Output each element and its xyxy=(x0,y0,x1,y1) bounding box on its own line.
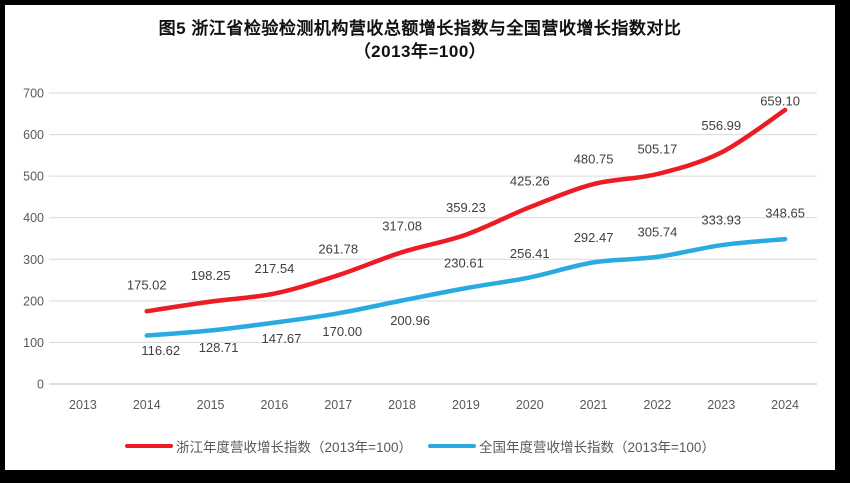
data-label: 348.65 xyxy=(765,206,805,221)
data-label: 505.17 xyxy=(638,141,678,156)
data-label: 659.10 xyxy=(760,94,800,109)
data-label: 292.47 xyxy=(574,230,614,245)
data-label: 116.62 xyxy=(141,343,180,358)
x-tick-label: 2023 xyxy=(707,398,735,412)
data-label: 305.74 xyxy=(638,224,678,239)
x-tick-label: 2014 xyxy=(133,398,161,412)
x-tick-label: 2024 xyxy=(771,398,799,412)
y-tick-label: 700 xyxy=(23,87,44,101)
data-label: 198.25 xyxy=(191,268,231,283)
data-label: 128.71 xyxy=(199,340,239,355)
data-label: 425.26 xyxy=(510,174,550,189)
data-label: 217.54 xyxy=(255,261,295,276)
x-tick-label: 2018 xyxy=(388,398,416,412)
data-label: 147.67 xyxy=(262,331,302,346)
chart-title: 图5 浙江省检验检测机构营收总额增长指数与全国营收增长指数对比 （2013年=1… xyxy=(5,17,835,63)
chart-panel: 图5 浙江省检验检测机构营收总额增长指数与全国营收增长指数对比 （2013年=1… xyxy=(5,5,835,470)
x-tick-label: 2017 xyxy=(324,398,352,412)
y-tick-label: 500 xyxy=(23,170,44,184)
y-tick-label: 600 xyxy=(23,128,44,142)
chart-title-line2: （2013年=100） xyxy=(353,42,487,61)
x-tick-label: 2022 xyxy=(644,398,672,412)
legend-item-zhejiang: 浙江年度营收增长指数（2013年=100） xyxy=(125,436,412,456)
y-tick-label: 200 xyxy=(23,294,44,308)
data-label: 359.23 xyxy=(446,200,486,215)
series-line-1 xyxy=(144,236,788,338)
chart-title-line1: 图5 浙江省检验检测机构营收总额增长指数与全国营收增长指数对比 xyxy=(158,19,682,38)
data-label: 170.00 xyxy=(322,324,362,339)
x-tick-label: 2013 xyxy=(69,398,97,412)
data-label: 200.96 xyxy=(390,313,430,328)
legend-swatch xyxy=(428,443,476,449)
data-label: 317.08 xyxy=(382,219,422,234)
x-tick-label: 2021 xyxy=(580,398,608,412)
x-tick-label: 2016 xyxy=(261,398,289,412)
line-chart: 0 100 200 300 400 500 600 700 2013 2014 2015 2016 20… xyxy=(23,87,817,412)
series-line-0 xyxy=(144,107,788,314)
legend-label-national: 全国年度营收增长指数（2013年=100） xyxy=(479,440,715,455)
y-tick-label: 300 xyxy=(23,253,44,267)
y-tick-label: 400 xyxy=(23,211,44,225)
chart-legend: 浙江年度营收增长指数（2013年=100） 全国年度营收增长指数（2013年=1… xyxy=(5,436,835,456)
data-label: 480.75 xyxy=(574,152,614,167)
data-label: 261.78 xyxy=(318,242,358,257)
data-label: 256.41 xyxy=(510,246,550,261)
data-label: 175.02 xyxy=(127,278,167,293)
x-tick-label: 2020 xyxy=(516,398,544,412)
legend-item-national: 全国年度营收增长指数（2013年=100） xyxy=(428,436,715,456)
y-tick-label: 0 xyxy=(37,378,44,392)
legend-label-zhejiang: 浙江年度营收增长指数（2013年=100） xyxy=(176,440,412,455)
data-label: 333.93 xyxy=(701,213,741,228)
data-label: 556.99 xyxy=(701,118,741,133)
legend-swatch xyxy=(125,443,174,449)
data-label: 230.61 xyxy=(444,256,484,271)
x-tick-label: 2015 xyxy=(197,398,225,412)
x-tick-label: 2019 xyxy=(452,398,480,412)
y-tick-label: 100 xyxy=(23,336,44,350)
